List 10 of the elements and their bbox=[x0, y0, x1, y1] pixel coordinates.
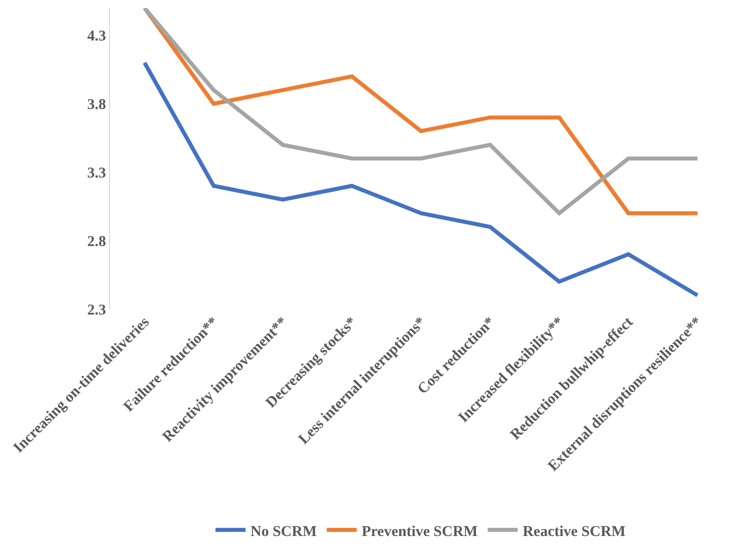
legend-label: No SCRM bbox=[250, 524, 317, 540]
y-tick-label: 3.3 bbox=[87, 165, 106, 182]
legend-label: Reactive SCRM bbox=[522, 524, 626, 540]
line-series bbox=[142, 8, 700, 216]
y-tick-label: 4.3 bbox=[87, 28, 106, 45]
y-tick-label: 3.8 bbox=[87, 97, 106, 114]
line-series bbox=[142, 60, 700, 298]
legend-label: Preventive SCRM bbox=[362, 524, 478, 540]
y-tick-label: 2.8 bbox=[87, 234, 106, 250]
y-tick-label: 2.3 bbox=[87, 302, 106, 318]
